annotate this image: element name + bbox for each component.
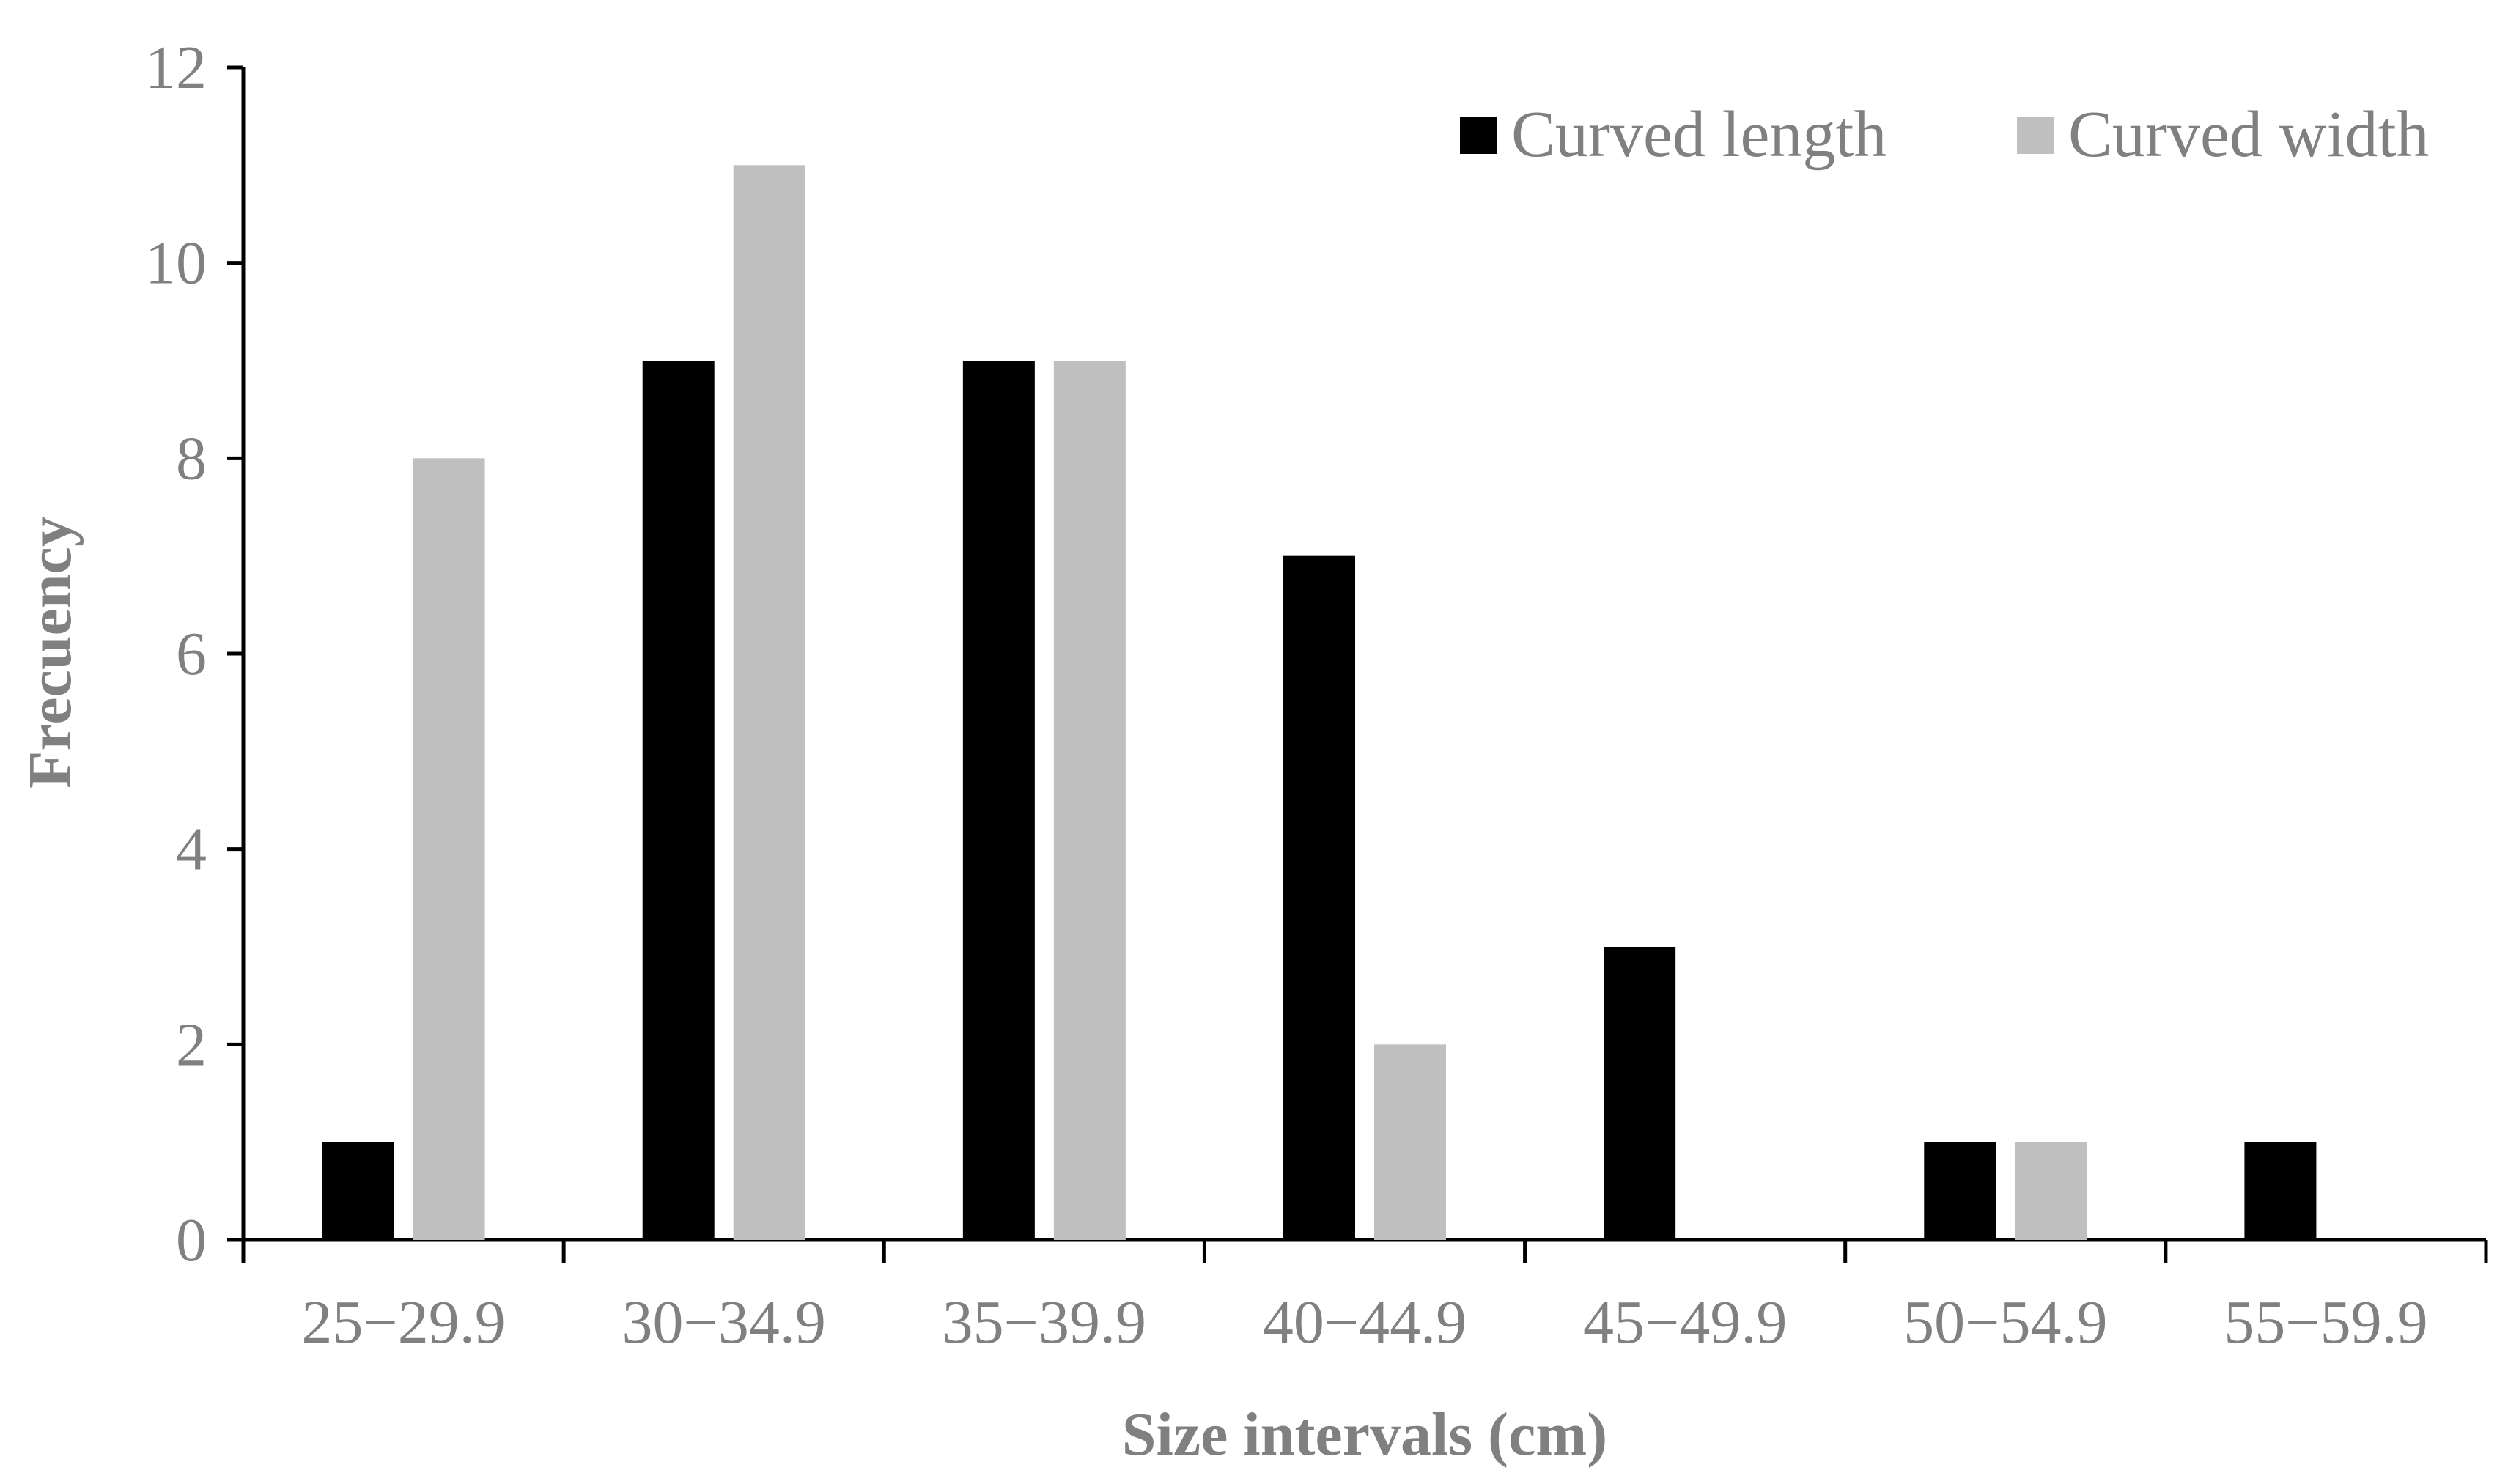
y-tick-label: 8 — [176, 424, 207, 492]
y-tick-label: 2 — [176, 1011, 207, 1079]
bar-curved-width — [2015, 1142, 2087, 1240]
bar-curved-length — [1924, 1142, 1996, 1240]
bar-curved-width — [1053, 361, 1126, 1240]
legend-swatch — [1460, 117, 1497, 154]
x-tick-label: 45−49.9 — [1583, 1288, 1787, 1356]
x-tick-label: 55−59.9 — [2224, 1288, 2427, 1356]
y-axis: 0 2 4 6 8 10 12 — [145, 34, 246, 1274]
y-tick-label: 10 — [145, 229, 207, 298]
bars — [322, 165, 2317, 1241]
bar-curved-length — [1283, 555, 1355, 1240]
y-tick-label: 6 — [176, 620, 207, 688]
y-axis-title: Frecuency — [16, 516, 84, 789]
legend-label: Curved length — [1511, 98, 1886, 171]
legend: Curved length Curved width — [1460, 98, 2429, 171]
x-axis-title: Size intervals (cm) — [1122, 1400, 1607, 1469]
bar-curved-length — [962, 361, 1035, 1240]
x-tick-label: 25−29.9 — [301, 1288, 505, 1356]
y-tick-label: 4 — [176, 816, 207, 884]
bar-curved-width — [413, 458, 485, 1241]
x-tick-label: 50−54.9 — [1903, 1288, 2107, 1356]
bar-curved-length — [322, 1142, 394, 1240]
x-tick-label: 40−44.9 — [1263, 1288, 1467, 1356]
bar-curved-width — [1374, 1044, 1446, 1240]
bar-curved-length — [642, 361, 715, 1240]
bar-curved-width — [733, 165, 805, 1240]
bar-curved-length — [1604, 947, 1676, 1240]
x-tick-label: 35−39.9 — [943, 1288, 1146, 1356]
x-axis: 25−29.9 30−34.9 35−39.9 40−44.9 45−49.9 50−54… — [241, 1238, 2488, 1356]
x-tick-label: 30−34.9 — [622, 1288, 826, 1356]
y-tick-label: 0 — [176, 1206, 207, 1274]
y-tick-label: 12 — [145, 34, 207, 102]
bar-curved-length — [2244, 1142, 2317, 1240]
legend-label: Curved width — [2068, 98, 2429, 171]
legend-swatch — [2017, 117, 2054, 154]
